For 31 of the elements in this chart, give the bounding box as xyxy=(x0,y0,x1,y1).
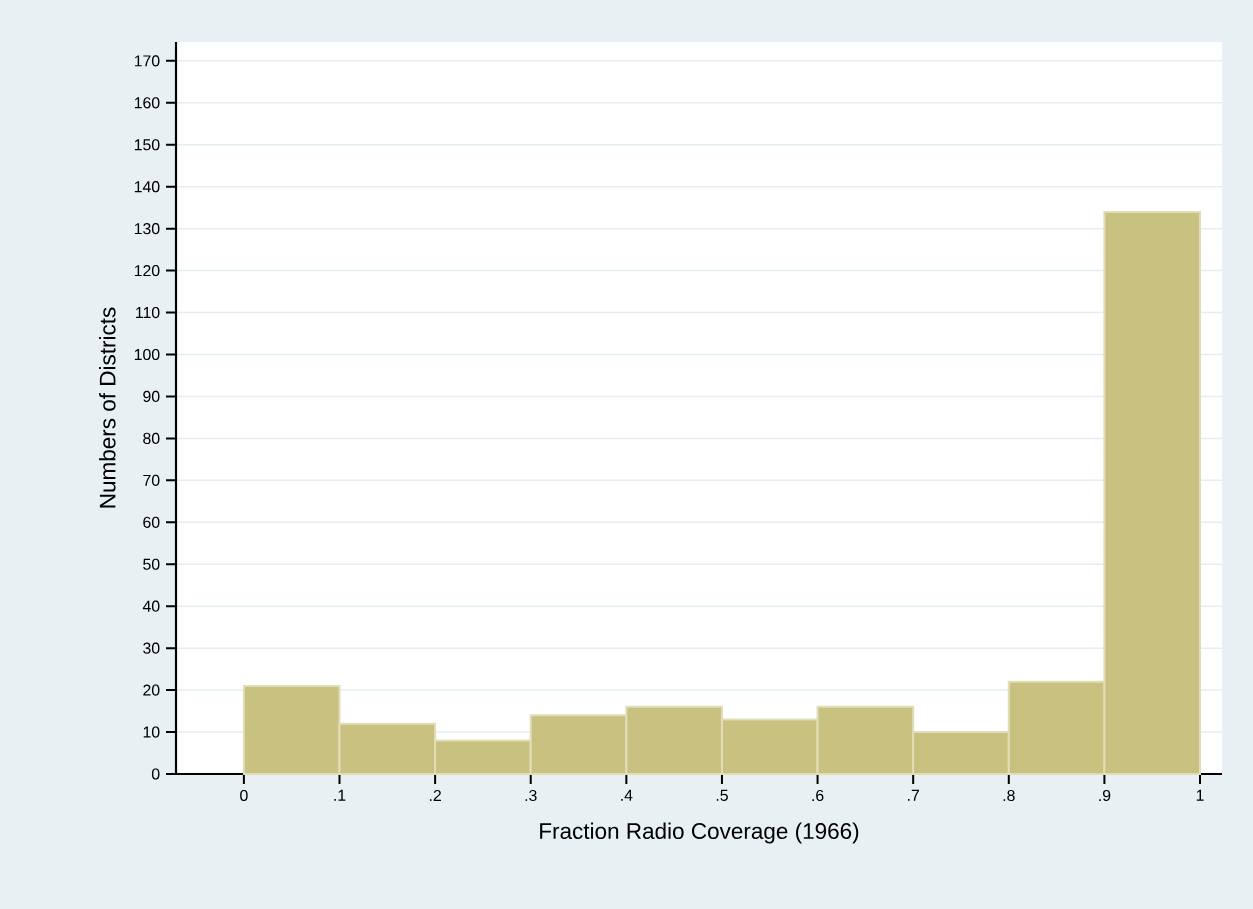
x-tick-label: .3 xyxy=(525,789,537,802)
y-tick-label: 80 xyxy=(143,432,160,445)
x-tick-label: .2 xyxy=(429,789,441,801)
y-tick-label: 30 xyxy=(143,642,160,654)
y-tick-label: 120 xyxy=(134,265,160,277)
y-tick-label: 130 xyxy=(134,223,160,235)
y-tick-label: 10 xyxy=(143,726,160,738)
y-tick-label: 0 xyxy=(151,768,160,780)
x-tick-label: .5 xyxy=(716,789,728,801)
y-tick-label: 160 xyxy=(134,97,160,109)
y-axis-title: Numbers of Districts xyxy=(99,307,116,508)
y-tick-label: 20 xyxy=(143,684,160,696)
x-tick-label: .9 xyxy=(1099,789,1111,802)
y-tick-label: 60 xyxy=(143,516,160,528)
y-tick-label: 150 xyxy=(134,139,160,151)
x-tick-label: 0 xyxy=(240,789,248,802)
y-tick-label: 70 xyxy=(143,474,160,486)
y-tick-label: 100 xyxy=(134,348,160,361)
x-tick-label: .7 xyxy=(908,789,919,801)
x-tick-label: 1 xyxy=(1196,789,1204,801)
y-tick-label: 170 xyxy=(134,55,160,67)
y-tick-label: 90 xyxy=(143,390,160,403)
x-tick-label: .4 xyxy=(621,789,633,801)
y-tick-label: 40 xyxy=(142,600,160,612)
x-tick-label: .6 xyxy=(812,789,824,802)
x-tick-label: .8 xyxy=(1003,789,1015,802)
y-tick-label: 140 xyxy=(134,181,160,193)
x-axis-title: Fraction Radio Coverage (1966) xyxy=(540,822,859,844)
y-tick-label: 110 xyxy=(136,306,160,319)
x-tick-label: .1 xyxy=(334,789,346,801)
y-tick-label: 50 xyxy=(143,558,160,570)
